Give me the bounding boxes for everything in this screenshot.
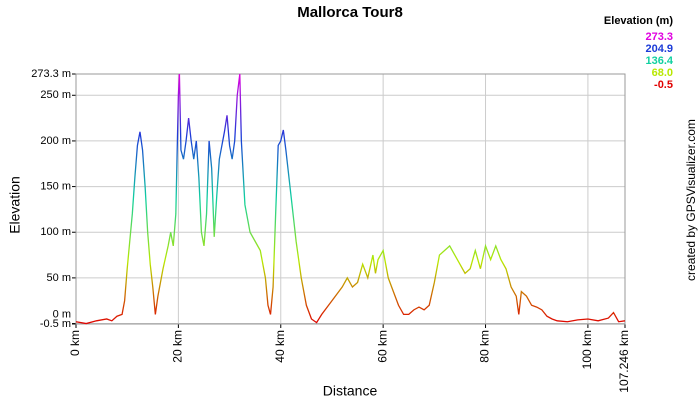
x-tick-label: 100 km [580,330,594,369]
x-tick-label: 60 km [375,330,389,363]
legend-entry: 273.3 [645,31,673,43]
legend-title: Elevation (m) [604,15,673,27]
x-axis-label: Distance [323,383,378,399]
x-tick-label: 80 km [478,330,492,363]
x-tick-label: 107.246 km [617,330,631,393]
chart-title: Mallorca Tour8 [297,4,403,21]
x-tick-label: 20 km [171,330,185,363]
plot-frame [75,73,626,325]
credit: created by GPSVisualizer.com [684,119,698,281]
y-tick-label: 0 m [53,308,71,320]
elevation-line [75,73,626,325]
x-tick-label: 40 km [273,330,287,363]
legend-entry: -0.5 [654,79,673,91]
y-tick-label: 200 m [40,135,71,147]
x-tick-label: 0 km [68,330,82,356]
y-tick-label: 50 m [47,272,71,284]
y-tick-label: -0.5 m [40,318,71,330]
y-tick-label: 150 m [40,180,71,192]
legend-entry: 68.0 [652,67,673,79]
y-tick-label: 273.3 m [31,68,71,80]
y-tick-label: 250 m [40,89,71,101]
legend-entry: 204.9 [645,43,673,55]
y-axis-label: Elevation [7,176,23,234]
legend-entry: 136.4 [645,55,673,67]
y-tick-label: 100 m [40,226,71,238]
